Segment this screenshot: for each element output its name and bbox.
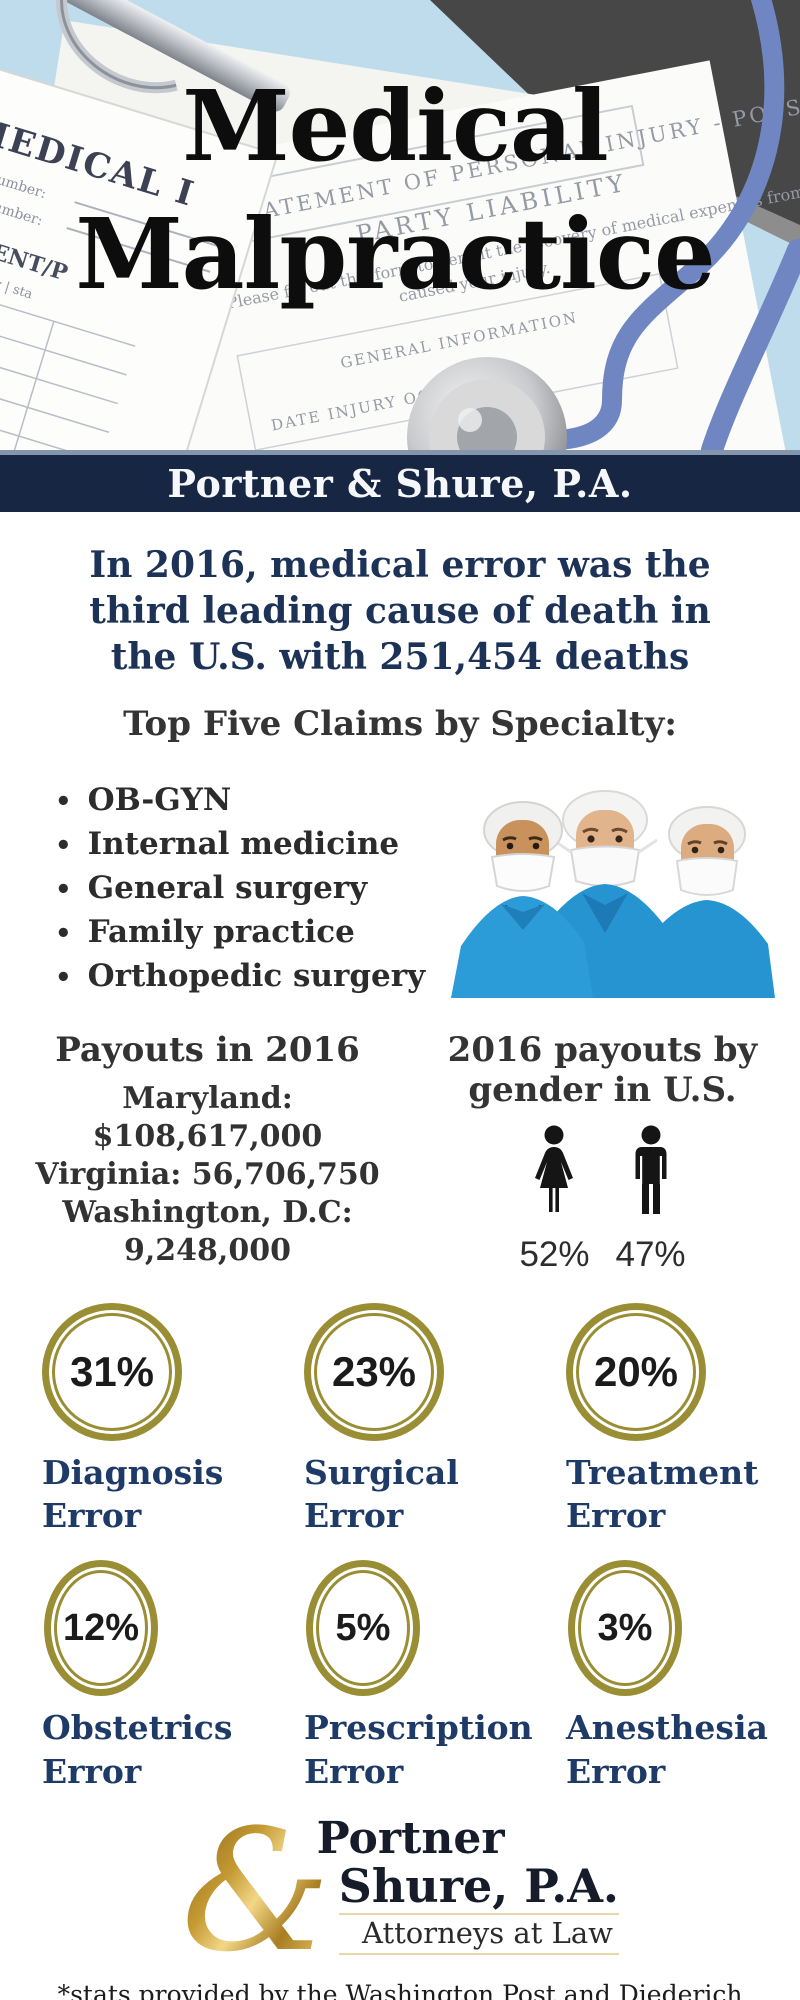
nurse-left	[451, 801, 593, 999]
nurse-right	[632, 806, 775, 999]
payouts-by-gender: 2016 payouts by gender in U.S. 52%	[405, 1030, 800, 1274]
gender-heading: 2016 payouts by gender in U.S.	[405, 1030, 800, 1110]
stat-circle: 12%	[44, 1560, 158, 1697]
claims-item-label: General surgery	[87, 870, 368, 907]
logo-tagline: Attorneys at Law	[338, 1912, 619, 1955]
clipboard-clip	[0, 0, 290, 112]
stat-label: Prescription Error	[304, 1708, 533, 1792]
bullet-icon: •	[55, 787, 72, 818]
stat-percentage: 31%	[69, 1347, 155, 1395]
stat-label: Treatment Error	[566, 1452, 759, 1536]
stat-obstetrics: 12% Obstetrics Error	[42, 1560, 304, 1794]
female-percentage: 52%	[519, 1234, 590, 1274]
stat-percentage: 5%	[335, 1606, 391, 1649]
hero-photo: STATEMENT OF PERSONAL INJURY - POSSIBLE …	[0, 0, 800, 450]
stat-prescription: 5% Prescription Error	[304, 1560, 566, 1794]
claims-item-label: Family practice	[87, 914, 355, 951]
stat-diagnosis: 31% Diagnosis Error	[42, 1302, 304, 1539]
payouts-section: Payouts in 2016 Maryland: $108,617,000 V…	[0, 1030, 800, 1274]
list-item: • OB-GYN	[55, 778, 435, 822]
list-item: • General surgery	[55, 866, 435, 910]
payout-maryland: Maryland: $108,617,000	[92, 1081, 323, 1155]
stat-circle: 5%	[306, 1560, 420, 1697]
page-title-line2: Malpractice	[75, 197, 715, 312]
male-stat: 47%	[616, 1125, 686, 1275]
stat-label: Obstetrics Error	[42, 1708, 233, 1792]
claims-list: • OB-GYN • Internal medicine • General surg…	[55, 778, 435, 998]
male-percentage: 47%	[615, 1234, 686, 1274]
payout-dc: Washington, D.C:	[62, 1194, 353, 1230]
page-title-line1: Medical	[182, 69, 609, 183]
firm-logo: & Portner Shure, P.A. Attorneys at Law	[0, 1806, 800, 1975]
firm-banner: Portner & Shure, P.A.	[0, 450, 800, 512]
firm-banner-text: Portner & Shure, P.A.	[167, 461, 633, 506]
bullet-icon: •	[55, 919, 72, 950]
stat-percentage: 23%	[331, 1347, 417, 1395]
gender-heading-line2: gender in U.S.	[468, 1070, 737, 1111]
female-icon	[535, 1125, 574, 1212]
stat-circle: 23%	[304, 1302, 444, 1441]
medical-desk-photo: STATEMENT OF PERSONAL INJURY - POSSIBLE …	[0, 0, 800, 450]
list-item: • Internal medicine	[55, 822, 435, 866]
gender-heading-line1: 2016 payouts by	[447, 1030, 758, 1071]
female-stat: 52%	[519, 1125, 590, 1275]
claims-item-label: Internal medicine	[87, 826, 400, 863]
error-stats-grid: 31% Diagnosis Error 23% Surgical Error 20%…	[0, 1302, 800, 1795]
stat-circle: 20%	[566, 1302, 706, 1441]
stat-circle: 31%	[42, 1302, 182, 1441]
bullet-icon: •	[55, 831, 72, 862]
bullet-icon: •	[55, 963, 72, 994]
claims-section: • OB-GYN • Internal medicine • General surg…	[0, 778, 800, 999]
stat-anesthesia: 3% Anesthesia Error	[566, 1560, 800, 1794]
stat-percentage: 3%	[597, 1606, 653, 1649]
male-icon	[635, 1125, 667, 1214]
stat-treatment: 20% Treatment Error	[566, 1302, 800, 1539]
payouts-by-state: Payouts in 2016 Maryland: $108,617,000 V…	[0, 1030, 405, 1274]
logo-name-line2: Shure, P.A.	[338, 1859, 619, 1914]
stat-percentage: 20%	[593, 1347, 679, 1395]
stat-surgical: 23% Surgical Error	[304, 1302, 566, 1539]
intro-headline: In 2016, medical error was the third lea…	[89, 544, 711, 679]
medical-staff-photo	[435, 778, 775, 999]
logo-name-line1: Portner	[316, 1813, 505, 1865]
claims-item-label: Orthopedic surgery	[87, 958, 426, 995]
claims-heading: Top Five Claims by Specialty:	[123, 704, 677, 745]
bullet-icon: •	[55, 875, 72, 906]
payouts-heading: Payouts in 2016	[55, 1030, 360, 1071]
page-title: Medical Malpractice	[0, 62, 790, 318]
payout-dc-amount: 9,248,000	[123, 1232, 291, 1268]
stat-circle: 3%	[568, 1560, 682, 1697]
stat-label: Anesthesia Error	[566, 1708, 768, 1792]
stat-percentage: 12%	[62, 1606, 140, 1649]
list-item: • Orthopedic surgery	[55, 954, 435, 998]
ampersand-logo-mark: &	[181, 1793, 331, 1990]
stat-label: Diagnosis Error	[42, 1452, 224, 1536]
payout-virginia: Virginia: 56,706,750	[35, 1156, 380, 1192]
list-item: • Family practice	[55, 910, 435, 954]
claims-item-label: OB-GYN	[87, 782, 232, 819]
firm-logo-text: Portner Shure, P.A. Attorneys at Law	[316, 1813, 619, 1955]
stat-label: Surgical Error	[304, 1452, 459, 1536]
stats-source-note: *stats provided by the Washington Post a…	[57, 1980, 743, 2000]
